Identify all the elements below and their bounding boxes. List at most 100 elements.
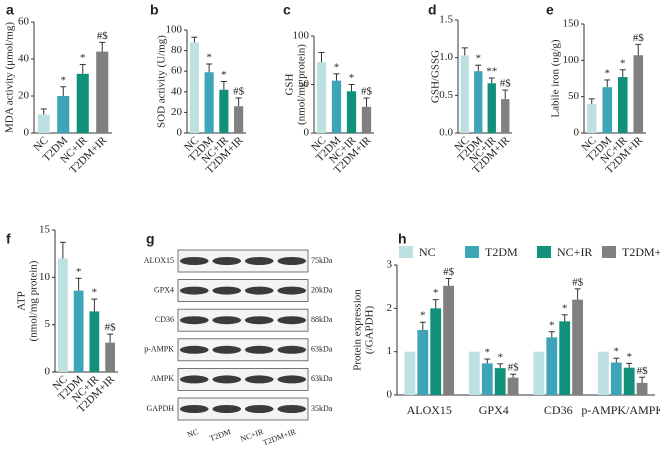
significance: *: [76, 266, 82, 278]
error-bar: [107, 333, 114, 343]
y-axis-label: Labile iron (ug/g): [550, 39, 562, 118]
y-tick-label: 50: [298, 78, 310, 90]
y-tick-label: 0.0: [439, 127, 453, 139]
blot-band: [244, 286, 274, 295]
blot-band: [179, 257, 209, 265]
x-tick-label: ALOX15: [407, 403, 452, 417]
panel-letter: d: [428, 2, 437, 18]
y-tick-label: 1: [387, 345, 393, 357]
bar: [636, 382, 648, 395]
bar: [460, 55, 469, 134]
significance: *: [420, 310, 426, 322]
y-tick-label: 5: [45, 318, 51, 330]
error-bar: [75, 277, 82, 291]
y-tick-label: 0: [177, 127, 183, 139]
blot-frame: [177, 367, 309, 391]
blot-band: [244, 375, 274, 384]
y-tick-label: 1.5: [439, 14, 453, 26]
legend-label: NC: [419, 245, 436, 259]
significance: #$: [637, 365, 649, 377]
y-tick-label: 0: [304, 127, 310, 139]
significance: *: [92, 287, 98, 299]
bar: [546, 337, 558, 395]
significance: #$: [633, 32, 645, 44]
error-bar: [626, 362, 633, 368]
significance: #$: [572, 276, 584, 288]
y-tick-label: 80: [171, 44, 183, 56]
error-bar: [619, 69, 626, 78]
blot-band: [244, 405, 274, 413]
error-bar: [588, 98, 595, 104]
bar: [430, 308, 442, 395]
error-bar: [635, 43, 642, 56]
bar: [633, 55, 644, 133]
y-axis-label: Protein expression: [352, 289, 364, 371]
y-axis-label: (nmol/mg protein): [296, 44, 308, 125]
blot-label: GPX4: [154, 285, 174, 294]
y-tick-label: 2: [387, 302, 393, 314]
x-tick-label: GPX4: [479, 403, 509, 417]
blot-band: [212, 257, 242, 265]
y-axis-label: GSH/GSSG: [430, 50, 442, 103]
error-bar: [548, 331, 555, 338]
legend-label: NC+IR: [557, 245, 592, 259]
y-tick-label: 15: [39, 224, 51, 236]
significance: #$: [97, 30, 109, 42]
blot-band: [277, 375, 307, 384]
panel-letter: c: [283, 2, 291, 18]
significance: *: [433, 287, 439, 299]
legend-swatch: [537, 246, 551, 258]
y-tick-label: 0: [574, 127, 580, 139]
panel-letter: b: [150, 2, 159, 18]
error-bar: [574, 288, 581, 300]
blot-band: [212, 345, 242, 354]
legend-swatch: [465, 246, 479, 258]
bar: [487, 83, 496, 133]
blot-band: [277, 405, 307, 413]
blot-band: [179, 345, 209, 354]
significance: *: [476, 53, 482, 65]
significance: *: [206, 52, 212, 64]
blot-label: ALOX15: [144, 256, 174, 265]
bar: [316, 62, 327, 133]
error-bar: [497, 363, 504, 369]
blot-size: 75kDa: [311, 256, 333, 265]
legend-label: T2DM: [485, 245, 518, 259]
y-tick-label: 10: [39, 271, 51, 283]
significance: *: [221, 69, 227, 81]
bar: [57, 258, 68, 372]
blot-label: AMPK: [151, 374, 174, 383]
blot-band: [277, 286, 307, 295]
blot-size: 20kDa: [311, 285, 333, 294]
y-axis-label: MDA activity (μmol/mg): [4, 22, 16, 133]
blot-frame: [177, 397, 309, 421]
error-bar: [613, 357, 620, 363]
y-tick-label: 60: [18, 16, 30, 28]
significance: #$: [105, 322, 117, 334]
bar: [346, 91, 357, 133]
significance: *: [61, 74, 67, 86]
y-tick-label: 60: [171, 65, 183, 77]
bar: [559, 321, 571, 395]
bar: [417, 330, 429, 395]
legend-label: T2DM+IR: [622, 245, 660, 259]
blot-band: [179, 316, 209, 325]
y-tick-label: 50: [568, 90, 580, 102]
bar: [610, 362, 622, 395]
blot-band: [277, 316, 307, 325]
bar: [37, 114, 50, 133]
lane-label: T2DM: [209, 427, 233, 443]
bar: [623, 367, 635, 395]
significance: **: [486, 66, 497, 78]
bar: [57, 96, 70, 133]
bar: [361, 106, 372, 133]
bar: [533, 351, 545, 395]
error-bar: [348, 84, 355, 92]
y-tick-label: 1.0: [439, 51, 453, 63]
blot-band: [212, 405, 242, 413]
bar: [204, 72, 214, 133]
lane-label: T2DM+IR: [262, 427, 298, 447]
error-bar: [206, 63, 213, 73]
error-bar: [363, 97, 370, 107]
